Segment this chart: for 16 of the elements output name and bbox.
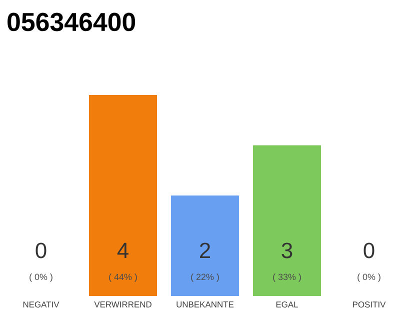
annotation: ( 0% ) xyxy=(358,274,380,282)
x-tick-label: EGAL xyxy=(276,302,298,308)
annotation: ( 33% ) xyxy=(273,274,301,282)
data-label: 3 xyxy=(282,242,292,258)
x-tick-label: VERWIRREND xyxy=(94,302,152,308)
annotation: ( 44% ) xyxy=(109,274,137,282)
annotation: ( 22% ) xyxy=(191,274,219,282)
annotation: ( 0% ) xyxy=(30,274,52,282)
data-label: 0 xyxy=(364,242,374,258)
chart-title: 056346400 xyxy=(8,12,136,32)
data-label: 4 xyxy=(117,242,128,258)
x-tick-label: POSITIV xyxy=(352,302,386,308)
data-label: 2 xyxy=(200,242,210,258)
data-label: 0 xyxy=(36,242,46,258)
x-tick-label: UNBEKANNTE xyxy=(176,302,234,308)
x-tick-label: NEGATIV xyxy=(23,302,60,308)
